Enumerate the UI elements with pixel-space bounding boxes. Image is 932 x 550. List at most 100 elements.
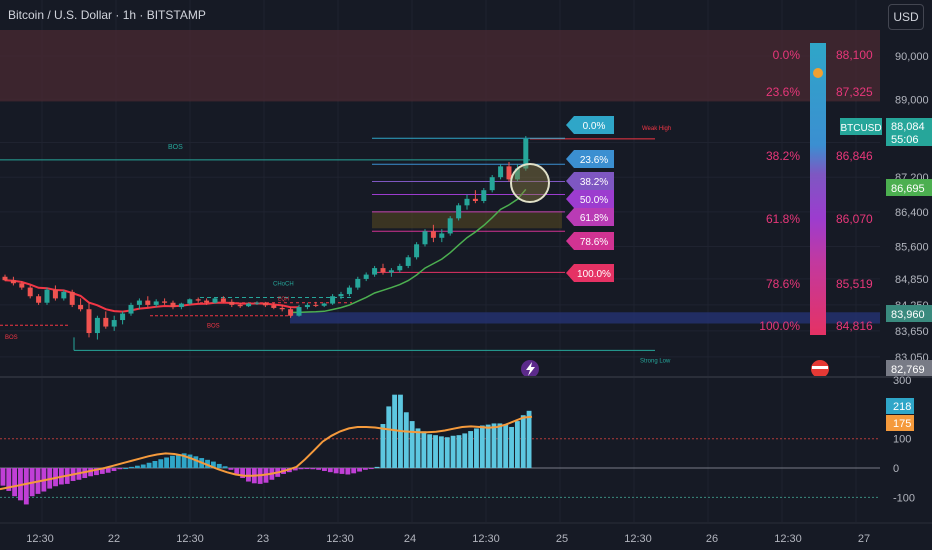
macd-bar [491,423,497,469]
macd-bar [427,434,433,469]
order-block [372,210,562,229]
candle-body [220,298,226,302]
macd-bar [193,456,199,469]
macd-bar [181,453,187,469]
candle-body [69,291,75,305]
candle-body [61,291,67,299]
macd-bar [450,435,456,469]
time-tick: 12:30 [624,533,652,545]
candle-body [162,301,168,303]
candle-body [103,317,109,327]
macd-bar [509,426,514,469]
candle-body [464,198,470,206]
macd-tick: -100 [893,492,915,504]
candle-body [187,299,193,304]
macd-bar [327,468,333,473]
macd-bar [175,454,181,469]
last-price-badge [886,118,932,146]
highlight-circle [510,163,550,203]
candle-body [94,317,100,334]
macd-bar [134,465,140,469]
candle-body [237,304,243,307]
macd-bar [187,454,193,469]
candle-body [304,304,310,308]
candle-body [153,301,159,305]
candle-body [262,302,268,306]
candle-body [313,304,319,306]
fib-right-pct: 23.6% [766,85,800,99]
fib-right-pct: 0.0% [773,48,801,62]
macd-bar [368,468,374,470]
fib-right-price: 86,846 [836,149,873,163]
macd-bar [322,468,327,471]
candle-body [178,303,184,308]
us-flag-stripe-icon [812,366,828,369]
fib-tag [566,208,614,226]
fib-right-pct: 100.0% [759,319,800,333]
fib-tag [566,264,614,282]
macd-bar [339,468,345,474]
fib-right-pct: 38.2% [766,149,800,163]
macd-bar [380,424,386,469]
macd-bar [105,468,111,473]
choch-label: CHoCH [273,282,294,288]
candle-body [355,278,361,288]
macd-bar [216,463,222,469]
price-tick: 89,000 [895,94,929,106]
candle-body [414,244,420,258]
currency-button[interactable]: USD [888,4,924,30]
candle-body [439,233,445,238]
lightning-bolt-icon [526,362,535,376]
macd-signal-badge [886,415,914,431]
macd-bar [152,461,158,469]
fib-gradient-bar [810,43,826,335]
candle-body [128,304,134,314]
candle-body [195,299,201,301]
macd-bar [0,468,6,486]
candle-body [296,307,302,316]
price-tick: 85,600 [895,241,929,253]
time-tick: 24 [404,533,416,545]
time-tick: 23 [257,533,269,545]
macd-bar [374,466,380,469]
macd-signal-line [0,415,533,491]
price-tick: 86,400 [895,207,929,219]
macd-bar [409,421,415,469]
fib-tag-label: 61.8% [580,213,608,224]
trend-line [290,188,527,314]
macd-tick: 100 [893,434,911,446]
fib-tag-label: 50.0% [580,195,608,206]
candle-body [170,302,176,308]
candle-body [397,265,403,271]
candle-body [388,270,394,273]
macd-bar [362,468,368,470]
candle-body [204,300,210,303]
candle-body [498,166,504,178]
candle-body [19,283,25,288]
demand-zone [290,312,880,324]
candle-body [363,274,369,279]
fib-right-price: 84,816 [836,319,873,333]
candle-body [52,289,58,299]
symbol-badge-label: BTCUSD [840,123,881,134]
zone-price-value: 83,960 [891,309,925,321]
fib-tag [566,190,614,208]
candle-body [405,257,411,266]
time-tick: 26 [706,533,718,545]
low-price-badge [886,360,932,377]
candle-body [346,287,352,295]
fib-tag [566,116,614,134]
macd-bar [6,468,12,491]
macd-bar [170,455,175,469]
candle-body [288,309,294,316]
fib-tag-label: 78.6% [580,237,608,248]
macd-bar [474,428,479,469]
macd-bar [140,464,146,469]
macd-bar [23,468,29,505]
time-tick: 27 [858,533,870,545]
candle-body [78,304,84,310]
macd-bar [88,468,94,477]
macd-tick: 0 [893,463,899,475]
